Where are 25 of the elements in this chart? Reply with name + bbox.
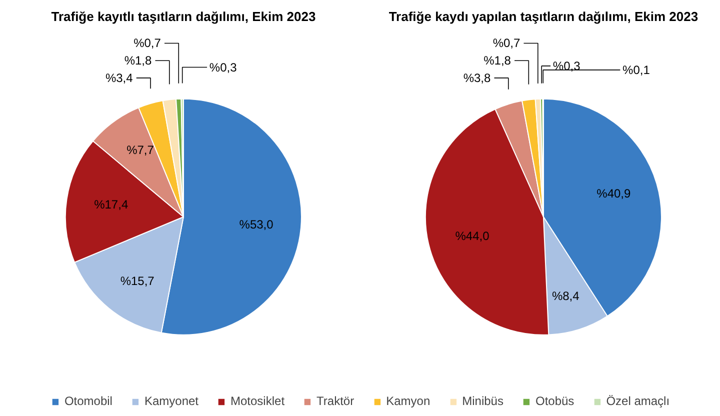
legend-label: Traktör bbox=[316, 394, 354, 408]
legend-label: Kamyonet bbox=[144, 394, 199, 408]
legend-label: Otomobil bbox=[64, 394, 112, 408]
data-label: %0,7 bbox=[134, 36, 162, 50]
data-label: %0,3 bbox=[209, 60, 238, 74]
data-label: %7,7 bbox=[126, 143, 154, 158]
data-label: %1,8 bbox=[124, 54, 152, 68]
data-label: %53,0 bbox=[239, 218, 274, 232]
chart-title: Trafiğe kayıtlı taşıtların dağılımı, Ekim 2023 bbox=[51, 9, 316, 24]
data-label: %8,4 bbox=[552, 288, 580, 303]
data-label: %44,0 bbox=[455, 228, 490, 243]
legend-label: Kamyon bbox=[386, 394, 430, 408]
legend-label: Otobüs bbox=[535, 394, 574, 408]
legend-label: Motosiklet bbox=[230, 394, 285, 408]
data-label: %0,7 bbox=[492, 36, 521, 50]
data-label: %15,7 bbox=[120, 274, 155, 288]
data-label: %17,4 bbox=[94, 197, 128, 212]
chart-title: Trafiğe kaydı yapılan taşıtların dağılımı, Ekim 2023 bbox=[388, 9, 698, 24]
data-label: %3,8 bbox=[463, 70, 492, 85]
data-label: %1,8 bbox=[484, 54, 512, 68]
legend-label: Özel amaçlı bbox=[606, 394, 670, 408]
data-label: %40,9 bbox=[596, 186, 631, 200]
data-label: %0,1 bbox=[622, 62, 650, 77]
data-label: %3,4 bbox=[105, 70, 134, 85]
legend-label: Minibüs bbox=[462, 394, 504, 408]
